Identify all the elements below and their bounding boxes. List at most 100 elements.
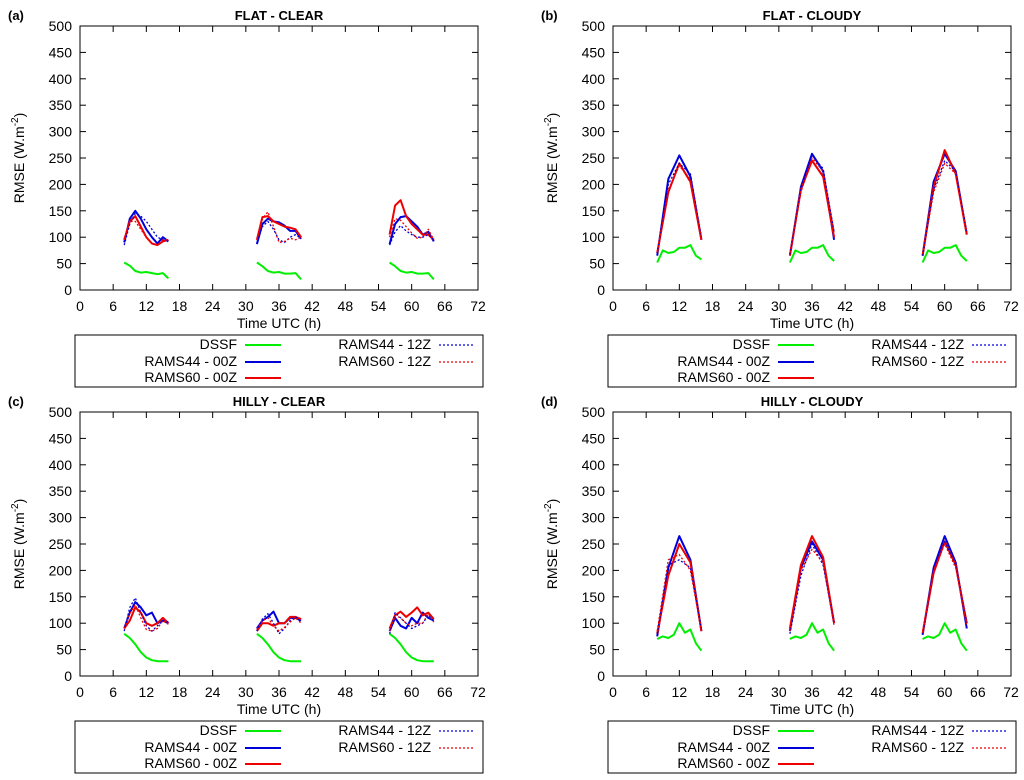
x-tick-label: 60: [937, 684, 953, 700]
x-tick-label: 24: [738, 298, 754, 314]
y-tick-label: 450: [49, 44, 73, 60]
series-line-rams60-12z: [123, 220, 169, 246]
series-line-rams44-00z: [921, 152, 968, 256]
y-tick-label: 50: [589, 642, 605, 658]
series-line-rams44-12z: [256, 220, 302, 244]
x-tick-label: 18: [705, 684, 721, 700]
series-group: [123, 597, 435, 663]
series-line-rams60-12z: [921, 162, 968, 255]
y-tick-label: 400: [49, 457, 73, 473]
y-tick-label: 0: [64, 668, 72, 684]
y-tick-label: 500: [49, 404, 73, 420]
x-tick-label: 48: [338, 298, 354, 314]
panel-label: (d): [541, 394, 558, 409]
series-line-rams60-12z: [123, 604, 169, 632]
legend-label-rams60-00z: RAMS60 - 00Z: [144, 755, 237, 771]
y-tick-label: 150: [49, 589, 73, 605]
x-tick-label: 0: [76, 298, 84, 314]
x-tick-label: 0: [76, 684, 84, 700]
x-tick-label: 18: [172, 684, 188, 700]
y-tick-label: 350: [582, 97, 606, 113]
series-line-rams60-12z: [256, 617, 302, 632]
y-axis-label: RMSE (W.m-2): [10, 113, 27, 204]
x-tick-label: 36: [271, 298, 287, 314]
legend-label-rams44-00z: RAMS44 - 00Z: [144, 353, 237, 369]
series-line-rams44-12z: [656, 162, 703, 254]
x-tick-label: 18: [172, 298, 188, 314]
x-axis-label: Time UTC (h): [770, 315, 854, 331]
x-tick-label: 12: [672, 298, 688, 314]
x-tick-label: 0: [609, 298, 617, 314]
series-line-rams60-00z: [123, 215, 169, 247]
legend-label-dssf: DSSF: [733, 722, 770, 738]
x-tick-label: 66: [437, 684, 453, 700]
plot-frame: [79, 25, 479, 291]
series-line-rams44-12z: [921, 540, 968, 635]
y-axis-label-end: ): [11, 113, 27, 118]
y-tick-label: 250: [49, 536, 73, 552]
y-tick-label: 500: [582, 404, 606, 420]
x-tick-label: 42: [837, 298, 853, 314]
chart-title: FLAT - CLEAR: [235, 8, 324, 23]
x-tick-label: 54: [904, 684, 920, 700]
legend-label-rams60-00z: RAMS60 - 00Z: [144, 369, 237, 385]
y-tick-label: 300: [582, 124, 606, 140]
series-line-dssf: [123, 633, 169, 663]
legend-label-rams44-12z: RAMS44 - 12Z: [871, 722, 964, 738]
panel-label: (b): [541, 8, 558, 23]
series-group: [656, 535, 968, 652]
y-tick-label: 50: [589, 256, 605, 272]
y-tick-label: 100: [582, 615, 606, 631]
y-axis-label-end: ): [11, 499, 27, 504]
y-axis-label-end: ): [544, 499, 560, 504]
x-tick-label: 6: [642, 298, 650, 314]
series-line-rams44-12z: [256, 613, 302, 635]
y-tick-label: 250: [582, 150, 606, 166]
x-tick-label: 72: [470, 684, 486, 700]
series-line-dssf: [922, 622, 968, 652]
legend-label-dssf: DSSF: [200, 336, 237, 352]
y-tick-label: 100: [49, 615, 73, 631]
y-axis-label-main: RMSE (W.m: [544, 126, 560, 203]
chart-panel: (c) HILLY - CLEAR050100150200250300350400…: [8, 394, 486, 774]
y-tick-label: 450: [582, 44, 606, 60]
chart-title: HILLY - CLOUDY: [761, 394, 864, 409]
y-tick-label: 300: [49, 510, 73, 526]
x-tick-label: 54: [904, 298, 920, 314]
y-axis-label-end: ): [544, 113, 560, 118]
x-axis-label: Time UTC (h): [237, 315, 321, 331]
series-line-dssf: [921, 244, 968, 263]
y-tick-label: 50: [56, 642, 72, 658]
series-line-rams60-00z: [256, 615, 302, 632]
series-line-rams60-12z: [656, 165, 703, 253]
x-tick-label: 12: [139, 684, 155, 700]
series-line-rams44-00z: [255, 217, 302, 245]
x-tick-label: 30: [771, 298, 787, 314]
y-tick-label: 450: [582, 430, 606, 446]
x-tick-label: 30: [771, 684, 787, 700]
x-tick-label: 72: [1003, 298, 1019, 314]
y-tick-label: 350: [49, 483, 73, 499]
y-tick-label: 100: [582, 229, 606, 245]
x-tick-label: 66: [970, 298, 986, 314]
series-line-dssf: [656, 244, 702, 263]
y-tick-label: 250: [582, 536, 606, 552]
x-tick-label: 42: [837, 684, 853, 700]
x-tick-label: 48: [871, 684, 887, 700]
x-tick-label: 36: [804, 684, 820, 700]
chart-title: FLAT - CLOUDY: [763, 8, 862, 23]
x-tick-label: 54: [371, 298, 387, 314]
y-tick-label: 400: [582, 71, 606, 87]
x-tick-label: 24: [205, 684, 221, 700]
series-line-dssf: [388, 633, 434, 663]
y-tick-label: 350: [582, 483, 606, 499]
legend-label-rams60-12z: RAMS60 - 12Z: [871, 353, 964, 369]
x-axis-label: Time UTC (h): [770, 701, 854, 717]
chart-panel: (d) HILLY - CLOUDY05010015020025030035040…: [541, 394, 1019, 774]
x-tick-label: 72: [1003, 684, 1019, 700]
y-tick-label: 150: [582, 589, 606, 605]
y-tick-label: 150: [582, 203, 606, 219]
series-line-rams60-00z: [788, 535, 836, 629]
legend-label-rams44-00z: RAMS44 - 00Z: [677, 353, 770, 369]
